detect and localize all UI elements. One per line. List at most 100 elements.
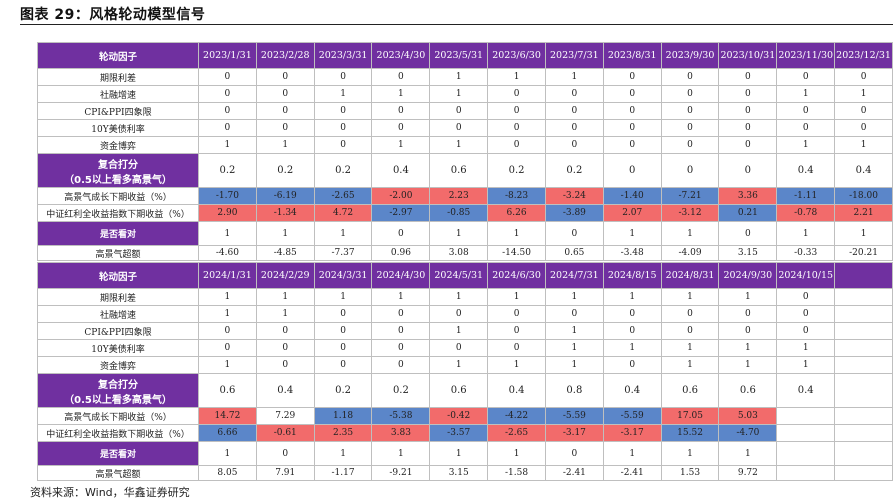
row-label: CPI&PPI四象限 (37, 102, 199, 120)
value-cell: 0 (718, 221, 778, 246)
row-label: 社融增速 (37, 305, 199, 323)
value-cell: 0 (487, 339, 546, 357)
value-cell: 3.83 (371, 424, 431, 442)
value-cell: 1 (487, 356, 546, 374)
value-cell: 0 (602, 68, 662, 86)
value-cell: 6.66 (198, 424, 257, 442)
value-cell: 0.21 (718, 204, 778, 222)
row-label-text: 中证红利全收益指数下期收益（%） (46, 209, 190, 220)
row-label: 高景气超额 (37, 245, 199, 261)
value-cell: 1 (718, 339, 778, 357)
value-cell: 0 (718, 102, 778, 120)
header-date: 2023/8/31 (602, 42, 662, 69)
data-row: 中证红利全收益指数下期收益（%） 2.90 -1.34 4.72 -2.97 -0.85 6… (37, 204, 893, 222)
value-cell: -0.78 (776, 204, 836, 222)
value-cell: 1 (660, 221, 720, 246)
value-cell: 0 (544, 136, 604, 154)
row-label-text: 社融增速 (99, 90, 136, 101)
data-row: CPI&PPI四象限 0 0 0 0 1 0 1 0 0 0 0 (37, 322, 893, 340)
row-label-text: 高景气成长下期收益（%） (64, 412, 172, 423)
value-cell: 0 (371, 221, 431, 246)
value-cell: 1 (429, 136, 489, 154)
header-date: 2024/2/29 (255, 262, 315, 289)
row-label: 资金博弈 (37, 136, 199, 154)
value-cell: -8.23 (487, 187, 546, 205)
data-row: 高景气超额 -4.60 -4.85 -7.37 0.96 3.08 -14.50 0.65 -3… (37, 245, 893, 261)
value-cell: 0 (429, 119, 489, 137)
value-cell: 1 (429, 68, 489, 86)
value-cell: 0 (718, 85, 778, 103)
value-cell: 0 (544, 221, 604, 246)
value-cell: 1 (660, 441, 720, 466)
value-cell: 1 (660, 339, 720, 357)
value-cell: 0 (371, 322, 431, 340)
value-cell: 0 (544, 305, 604, 323)
value-cell: 0 (313, 356, 373, 374)
value-cell: -1.17 (313, 465, 373, 481)
value-cell: 1 (834, 221, 893, 246)
header-row: 轮动因子 2023/1/31 2023/2/28 2023/3/31 2023/4/30… (37, 42, 893, 69)
row-label: 是否看对 (37, 441, 199, 466)
data-row: 社融增速 0 0 1 1 1 0 0 0 0 0 1 1 (37, 85, 893, 103)
value-cell: 0 (371, 68, 431, 86)
value-cell: 0.2 (544, 153, 604, 188)
value-cell: 0 (834, 68, 893, 86)
header-date: 2024/4/30 (371, 262, 431, 289)
empty-cell (776, 407, 836, 425)
value-cell: 0 (602, 356, 662, 374)
value-cell: 1 (718, 441, 778, 466)
value-cell: 0 (544, 119, 604, 137)
value-cell: -5.59 (544, 407, 604, 425)
data-row: 高景气成长下期收益（%） -1.70 -6.19 -2.65 -2.00 2.23 -8.2… (37, 187, 893, 205)
value-cell: -2.65 (487, 424, 546, 442)
empty-cell (834, 305, 893, 323)
header-date: 2023/12/31 (834, 42, 893, 69)
header-date (834, 262, 893, 289)
value-cell: 1 (487, 288, 546, 306)
value-cell: 0 (371, 102, 431, 120)
row-label: 复合打分 （0.5以上看多高景气） (37, 153, 199, 188)
row-label-text: 高景气超额 (95, 249, 141, 260)
value-cell: -4.22 (487, 407, 546, 425)
header-date: 2023/7/31 (544, 42, 604, 69)
header-date: 2024/9/30 (718, 262, 778, 289)
row-label-text: 复合打分 (98, 379, 138, 391)
empty-cell (834, 322, 893, 340)
value-cell: 2.21 (834, 204, 893, 222)
value-cell: 0 (255, 85, 315, 103)
data-row: 10Y美债利率 0 0 0 0 0 0 0 0 0 0 0 0 (37, 119, 893, 137)
value-cell: 1 (660, 288, 720, 306)
value-cell: 1 (313, 441, 373, 466)
value-cell: -1.58 (487, 465, 546, 481)
value-cell: 0 (718, 68, 778, 86)
value-cell: 8.05 (198, 465, 257, 481)
value-cell: -4.09 (660, 245, 720, 261)
value-cell: 0 (718, 119, 778, 137)
value-cell: 0 (602, 153, 662, 188)
value-cell: 1 (718, 356, 778, 374)
row-label-text: 是否看对 (99, 450, 136, 460)
value-cell: 0 (776, 288, 836, 306)
data-row: 期限利差 0 0 0 0 1 1 1 0 0 0 0 0 (37, 68, 893, 86)
value-cell: 1 (429, 441, 489, 466)
value-cell: 0 (198, 102, 257, 120)
value-cell: -0.61 (255, 424, 315, 442)
row-label-text: 高景气成长下期收益（%） (64, 192, 172, 203)
value-cell: 0 (198, 322, 257, 340)
value-cell: 1 (255, 288, 315, 306)
empty-cell (776, 424, 836, 442)
header-date: 2023/9/30 (660, 42, 720, 69)
value-cell: 0 (602, 119, 662, 137)
value-cell: 4.72 (313, 204, 373, 222)
header-date: 2024/1/31 (198, 262, 257, 289)
value-cell: 1 (313, 288, 373, 306)
value-cell: 0 (313, 68, 373, 86)
value-cell: 1 (313, 85, 373, 103)
value-cell: 7.29 (255, 407, 315, 425)
value-cell: 0.6 (718, 373, 778, 408)
value-cell: 1 (198, 221, 257, 246)
value-cell: 1.53 (660, 465, 720, 481)
value-cell: 0 (602, 136, 662, 154)
value-cell: -1.11 (776, 187, 836, 205)
value-cell: 1 (313, 221, 373, 246)
